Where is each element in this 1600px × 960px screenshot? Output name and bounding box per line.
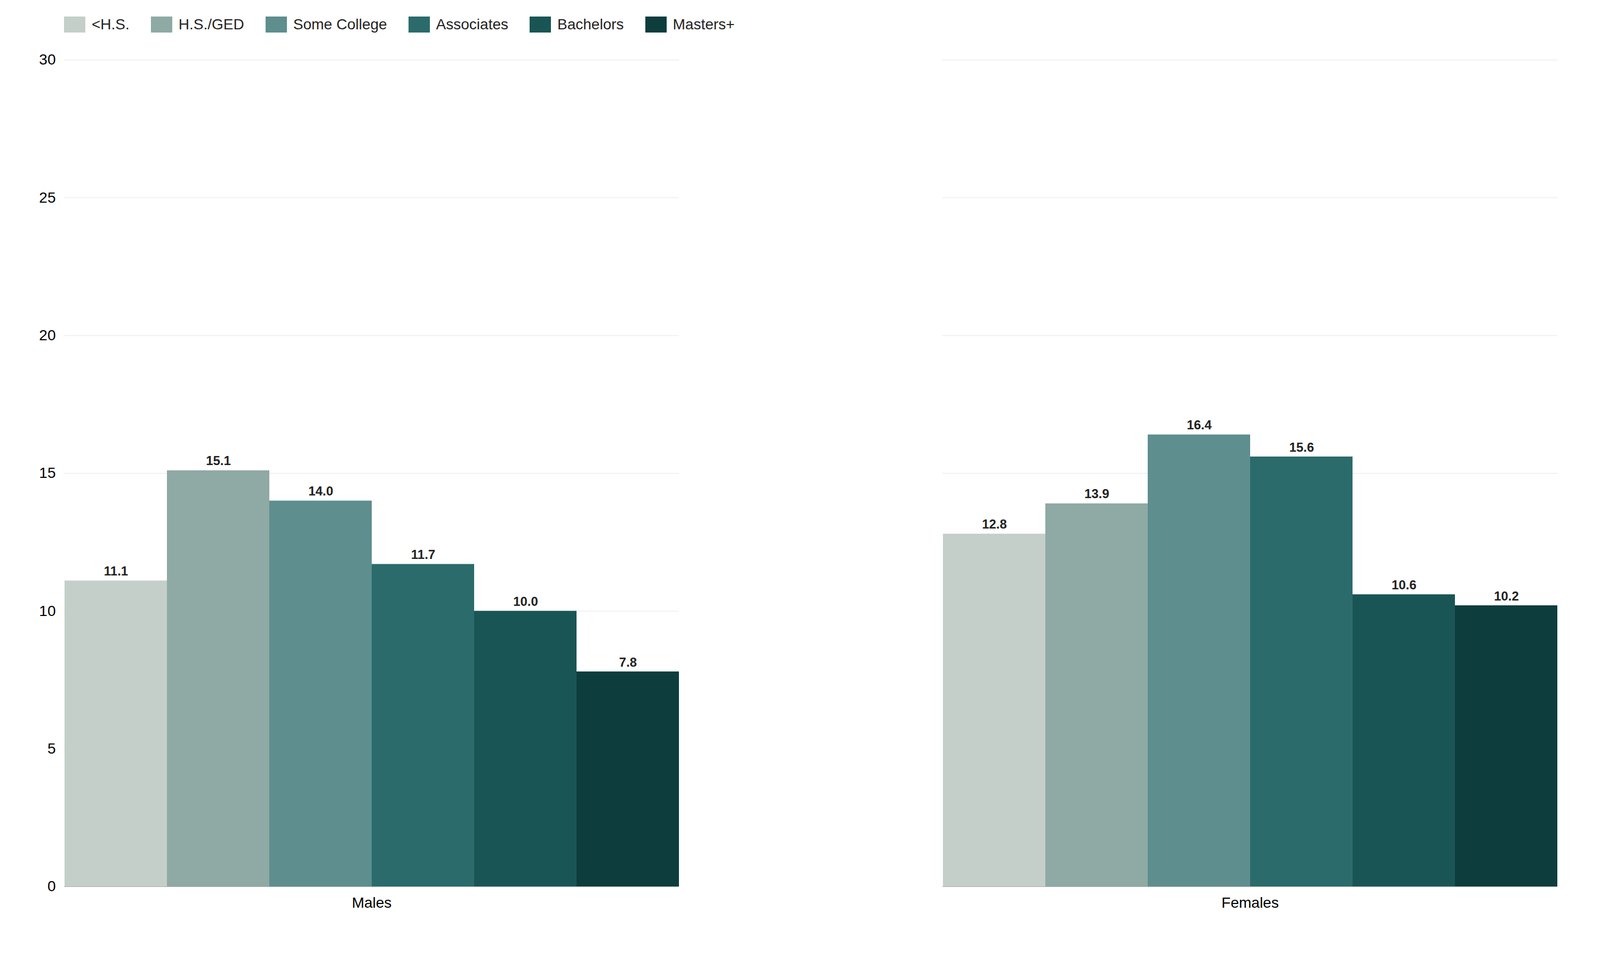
svg-text:15.1: 15.1 bbox=[205, 453, 231, 468]
svg-text:7.8: 7.8 bbox=[619, 654, 637, 670]
svg-text:30: 30 bbox=[38, 51, 56, 68]
svg-text:10.0: 10.0 bbox=[513, 594, 539, 609]
svg-text:11.1: 11.1 bbox=[104, 563, 128, 579]
svg-text:16.4: 16.4 bbox=[1186, 417, 1212, 432]
svg-text:13.9: 13.9 bbox=[1084, 486, 1110, 501]
svg-text:15: 15 bbox=[38, 464, 56, 482]
svg-text:Females: Females bbox=[1221, 894, 1279, 911]
svg-text:5: 5 bbox=[47, 740, 56, 757]
svg-text:20: 20 bbox=[38, 326, 56, 344]
html-text:<H.S.: <H.S. bbox=[91, 16, 130, 33]
svg-text:10: 10 bbox=[38, 602, 56, 620]
html-text:Masters+: Masters+ bbox=[672, 16, 735, 33]
html-text:Bachelors: Bachelors bbox=[557, 16, 624, 33]
html-text:Some College: Some College bbox=[293, 16, 387, 33]
svg-text:12.8: 12.8 bbox=[981, 516, 1007, 532]
html-text:Associates: Associates bbox=[436, 16, 509, 33]
svg-text:0: 0 bbox=[47, 877, 56, 895]
svg-text:Males: Males bbox=[352, 894, 392, 911]
svg-text:14.0: 14.0 bbox=[308, 483, 334, 499]
html-text:H.S./GED: H.S./GED bbox=[178, 16, 245, 33]
svg-text:10.2: 10.2 bbox=[1493, 588, 1519, 604]
svg-text:11.7: 11.7 bbox=[411, 547, 436, 562]
svg-text:15.6: 15.6 bbox=[1289, 440, 1315, 455]
svg-text:10.6: 10.6 bbox=[1391, 577, 1417, 592]
svg-text:25: 25 bbox=[38, 189, 56, 206]
